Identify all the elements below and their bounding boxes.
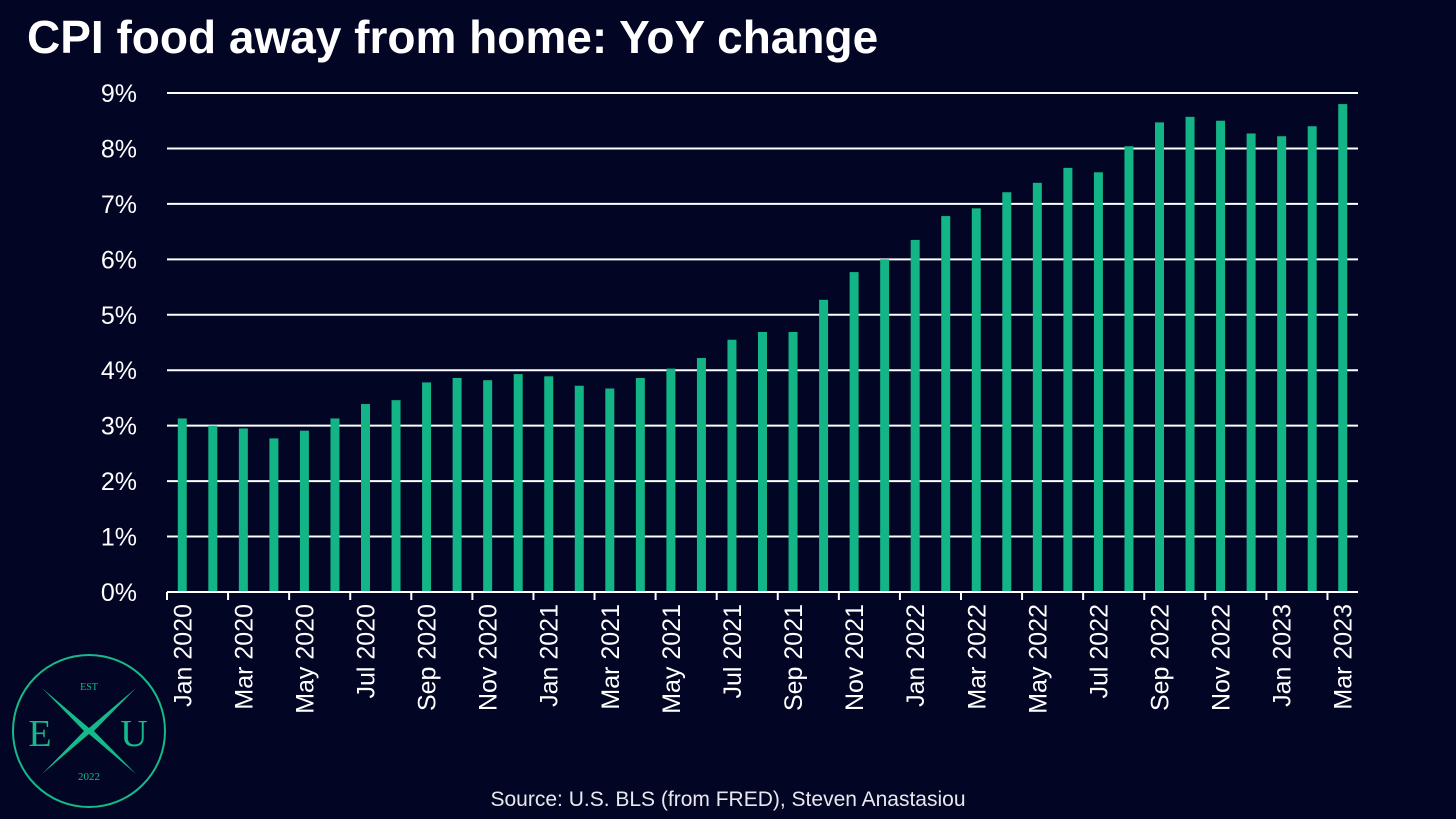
bar [361, 404, 370, 592]
y-tick-label: 4% [101, 357, 137, 385]
bar [330, 418, 340, 592]
y-tick-label: 7% [101, 191, 137, 219]
bar [758, 331, 767, 592]
bar [1093, 172, 1103, 592]
x-tick-label: Jul 2022 [1085, 604, 1113, 699]
bars [177, 104, 1348, 593]
bar [391, 400, 401, 592]
logo-letter-u: U [120, 713, 147, 755]
bar [971, 208, 981, 592]
bar [605, 388, 615, 592]
logo-ring [12, 654, 166, 808]
bar [1277, 136, 1287, 592]
bar [574, 385, 584, 592]
y-tick-label: 9% [101, 80, 137, 108]
x-tick-label: Nov 2021 [841, 604, 869, 711]
bar [513, 374, 523, 592]
bar [1307, 126, 1317, 593]
bar [208, 425, 218, 592]
x-tick-label: Mar 2022 [963, 604, 991, 710]
x-tick-label: May 2020 [291, 604, 319, 714]
x-axis-ticks: Jan 2020 Mar 2020 May 2020 Jul 2020 Sep 2020… [166, 592, 1358, 714]
bar [666, 368, 676, 592]
y-tick-label: 1% [101, 524, 137, 552]
y-axis-ticks: 0% 1% 2% 3% 4% 5% 6% 7% 8% 9% [101, 80, 137, 607]
bar [1124, 146, 1134, 592]
x-tick-label: May 2021 [658, 604, 686, 714]
bar [238, 428, 248, 592]
bar [1002, 192, 1012, 593]
bar [635, 377, 645, 592]
x-tick-label: Jul 2020 [353, 604, 381, 699]
x-tick-label: Sep 2020 [414, 604, 442, 711]
bar [880, 259, 890, 592]
x-tick-label: Mar 2021 [597, 604, 625, 710]
y-tick-label: 0% [101, 579, 137, 607]
x-tick-label: Mar 2023 [1330, 604, 1358, 710]
bar [1032, 182, 1042, 592]
bar [1338, 104, 1348, 592]
bar [941, 216, 951, 592]
x-tick-label: Jan 2020 [169, 604, 197, 707]
bar [1063, 167, 1073, 592]
x-tick-label: May 2022 [1024, 604, 1052, 714]
bar [727, 339, 737, 592]
bar [1246, 133, 1256, 593]
x-tick-label: Sep 2021 [780, 604, 808, 711]
y-tick-label: 8% [101, 135, 137, 163]
logo-x-mark [42, 688, 136, 774]
bar [483, 380, 493, 592]
bar [177, 418, 187, 592]
bar [1185, 116, 1195, 592]
bar [1216, 120, 1226, 592]
x-tick-label: Sep 2022 [1147, 604, 1175, 711]
x-tick-label: Jul 2021 [719, 604, 747, 699]
bar [1155, 122, 1164, 592]
logo-est: EST [80, 682, 98, 693]
bar [544, 376, 554, 592]
bar [788, 331, 798, 592]
source-note: Source: U.S. BLS (from FRED), Steven Ana… [490, 788, 966, 811]
bar [299, 430, 309, 592]
x-tick-label: Mar 2020 [230, 604, 258, 710]
bar [696, 358, 706, 592]
y-tick-label: 5% [101, 302, 137, 330]
x-tick-label: Jan 2023 [1269, 604, 1297, 707]
logo-year: 2022 [78, 771, 100, 783]
exu-logo: EST E U 2022 [12, 654, 166, 808]
chart-title: CPI food away from home: YoY change [27, 11, 879, 63]
bar [422, 382, 432, 592]
x-tick-label: Nov 2022 [1208, 604, 1236, 711]
x-tick-label: Jan 2021 [536, 604, 564, 707]
x-tick-label: Nov 2020 [475, 604, 503, 711]
bar [910, 239, 920, 592]
y-tick-label: 2% [101, 468, 137, 496]
bar [819, 299, 829, 592]
bar [849, 272, 859, 592]
x-tick-label: Jan 2022 [902, 604, 930, 707]
bar [452, 377, 462, 592]
bar [269, 438, 279, 592]
y-tick-label: 3% [101, 413, 137, 441]
y-tick-label: 6% [101, 246, 137, 274]
logo-letter-e: E [28, 713, 51, 755]
